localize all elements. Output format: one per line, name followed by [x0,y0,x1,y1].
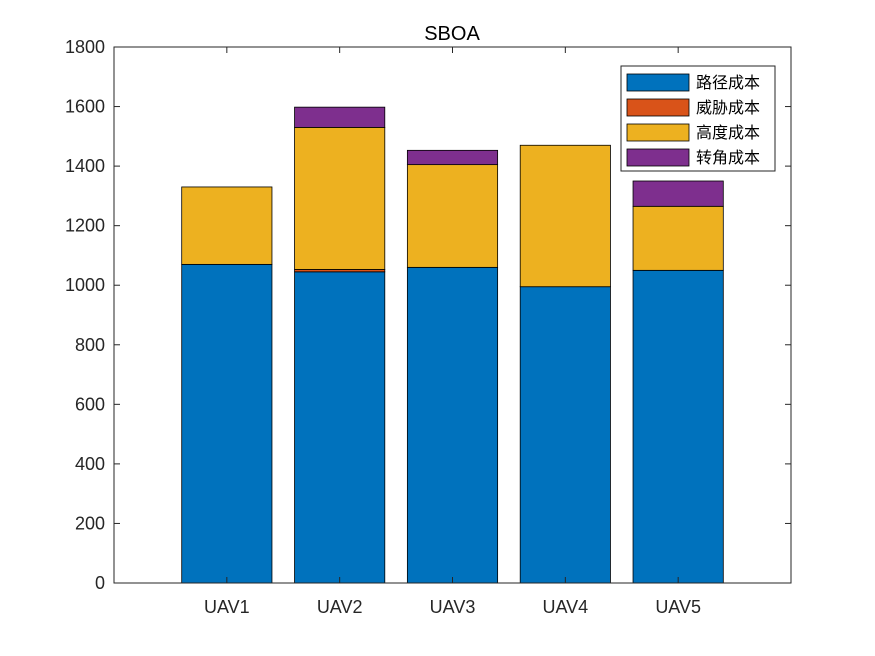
bar-segment-uav4-series-3 [519,144,611,288]
x-tick-label-uav1: UAV1 [204,597,250,617]
y-axis: 0 200 400 600 800 1000 1200 1400 1600 1800 [65,37,791,593]
y-tick-label: 400 [75,454,105,474]
bar-segment-uav1-series-1 [181,263,273,584]
bar-segment-uav3-series-4 [406,149,499,166]
legend-label-4: 转角成本 [696,148,760,167]
legend-swatch-2 [626,98,690,117]
legend-swatch-1 [626,73,690,92]
y-tick-label: 1600 [65,97,105,117]
y-tick-label: 800 [75,335,105,355]
bar-segment-uav1-series-3 [181,186,273,265]
bar-segment-uav2-series-3 [294,127,386,270]
bar-segment-uav2-series-4 [294,106,386,128]
y-tick-label: 1200 [65,216,105,236]
y-tick-label: 1000 [65,275,105,295]
legend-label-1: 路径成本 [696,73,760,92]
chart-title: SBOA [424,23,480,45]
bar-segment-uav4-series-1 [519,286,611,584]
x-tick-label-uav4: UAV4 [542,597,588,617]
y-tick-label: 1400 [65,156,105,176]
plot-frame [113,46,792,584]
bar-segment-uav5-series-3 [632,205,724,271]
x-tick-label-uav5: UAV5 [655,597,701,617]
legend-label-2: 威胁成本 [696,98,760,117]
y-tick-label: 1800 [65,37,105,57]
bars-group [181,106,724,584]
y-tick-label: 600 [75,394,105,414]
y-tick-label: 200 [75,513,105,533]
y-tick-label: 0 [95,573,105,593]
x-tick-label-uav2: UAV2 [317,597,363,617]
bar-segment-uav5-series-4 [632,180,724,207]
legend-swatch-4 [626,148,690,167]
legend-label-3: 高度成本 [696,123,760,142]
legend-swatch-3 [626,123,690,142]
bar-segment-uav5-series-1 [632,269,724,584]
bar-segment-uav2-series-1 [294,271,386,584]
x-axis: UAV1 UAV2 UAV3 UAV4 UAV5 [204,47,701,617]
bar-segment-uav3-series-3 [406,164,499,268]
bar-segment-uav3-series-1 [406,266,499,584]
x-tick-label-uav3: UAV3 [430,597,476,617]
